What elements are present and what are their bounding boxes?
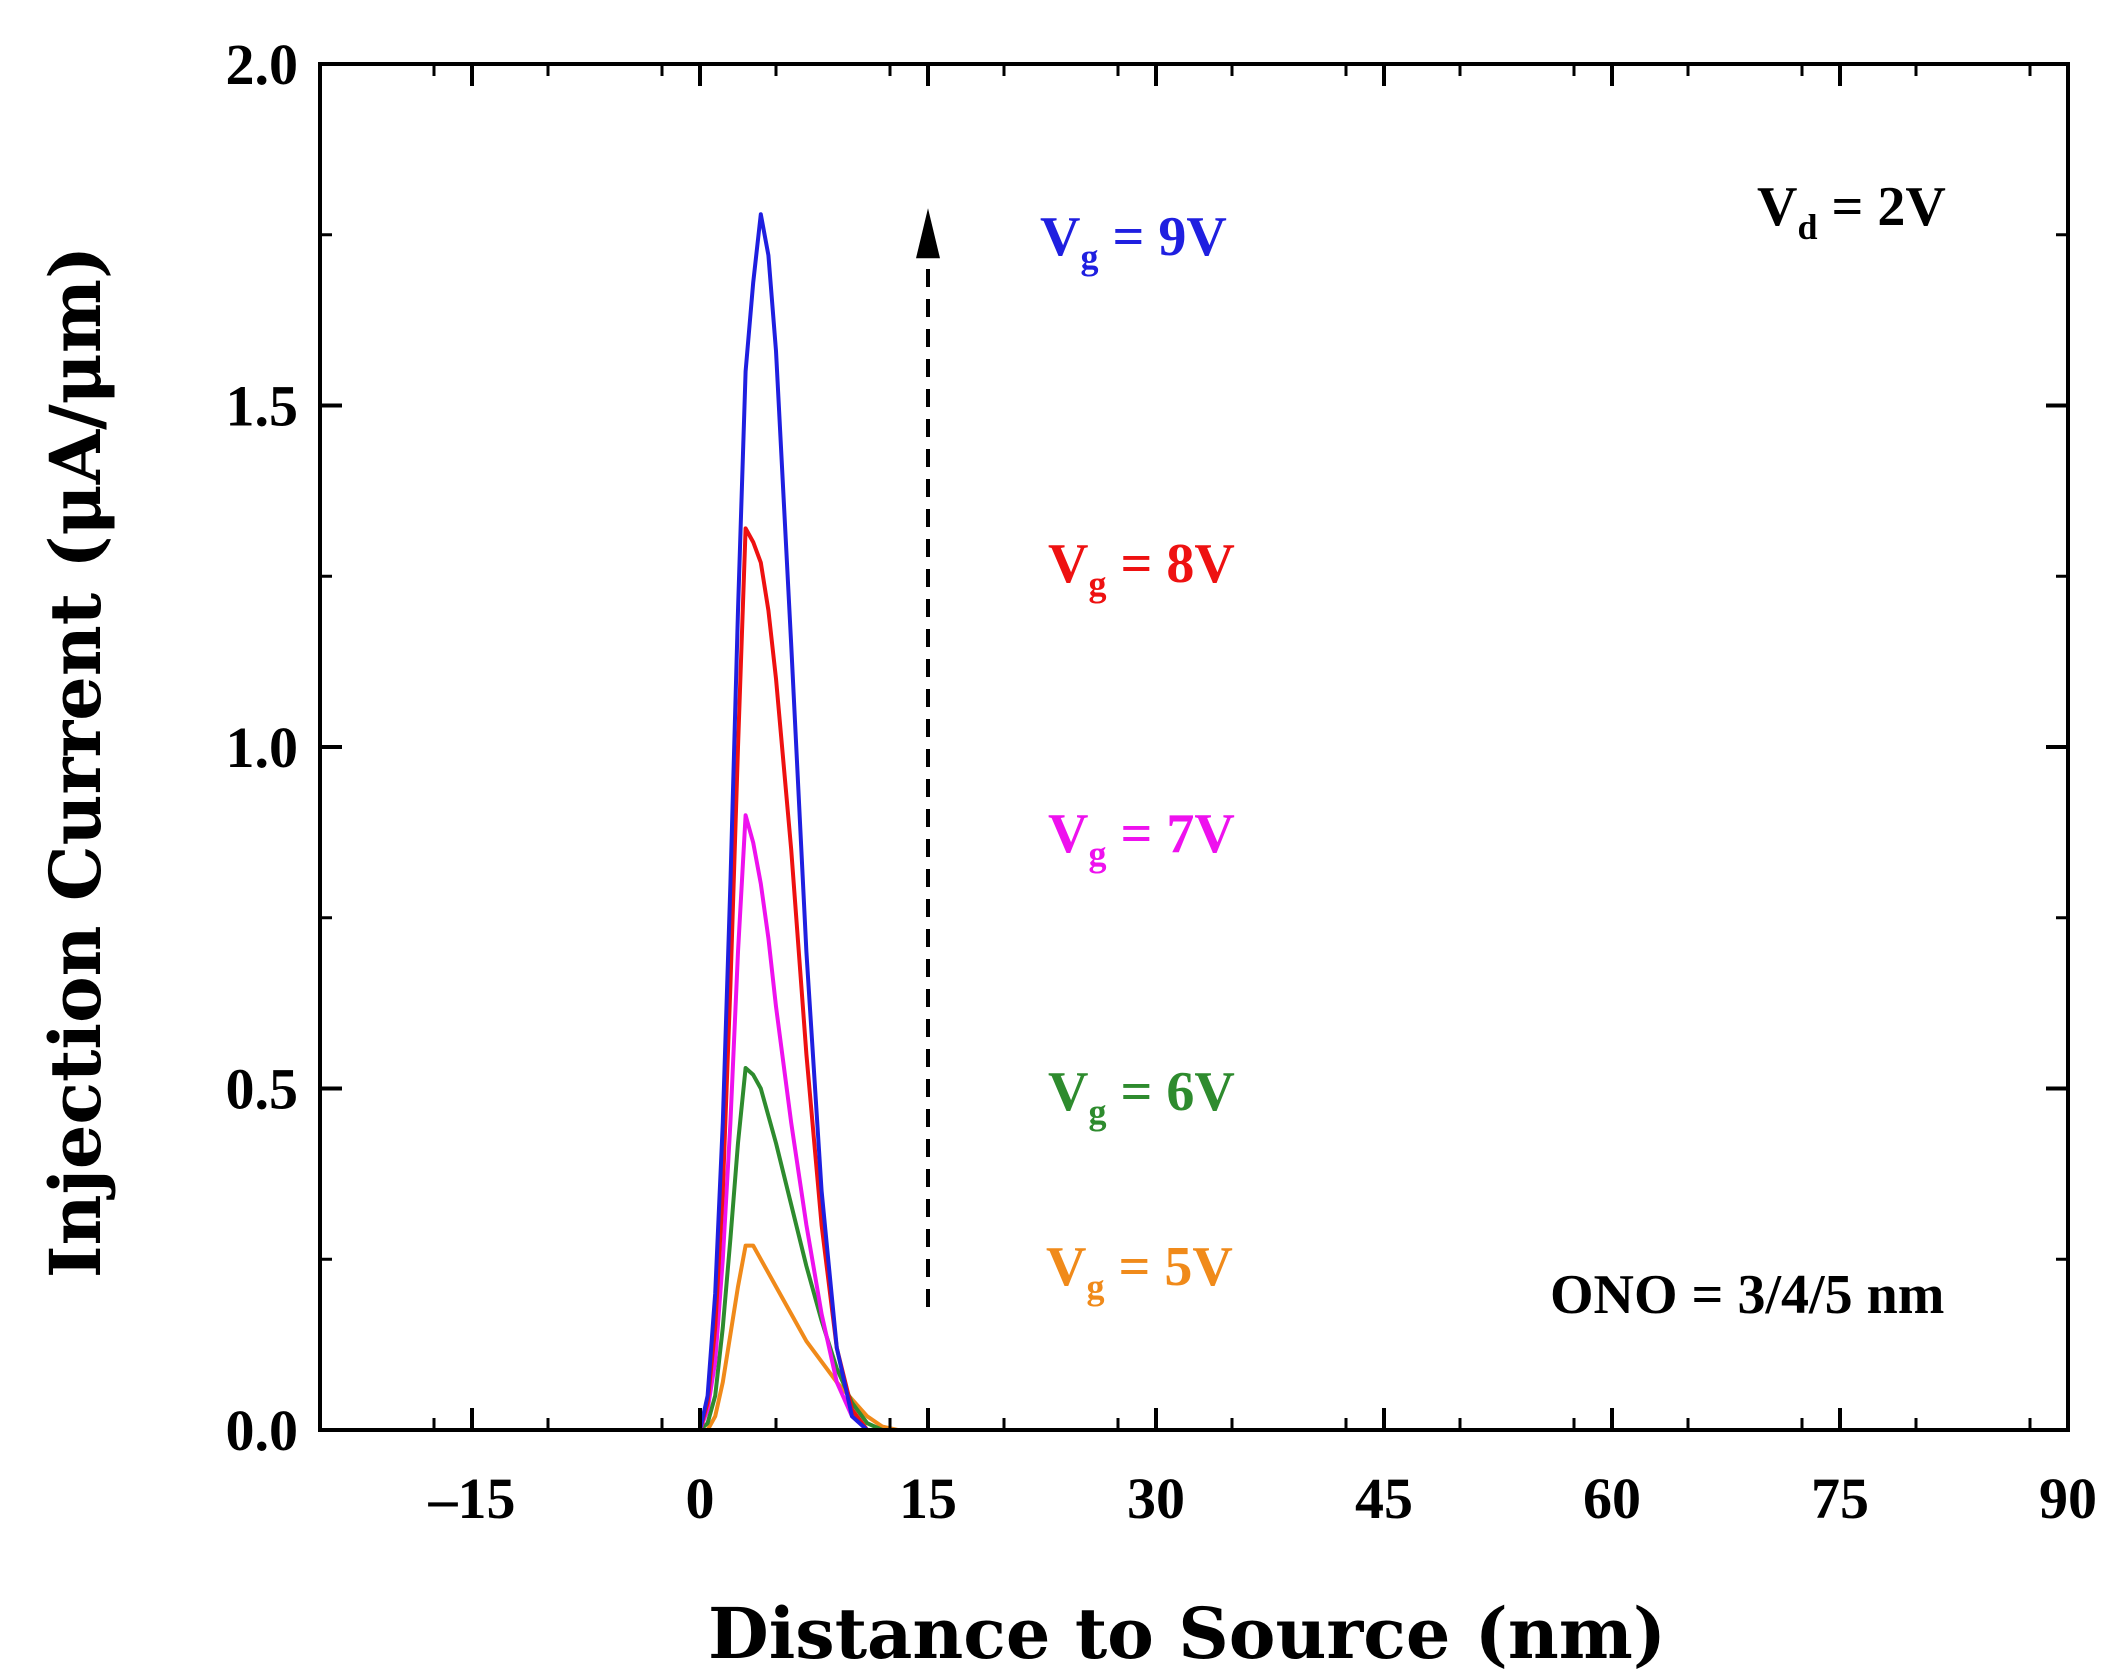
x-tick-label: 60 [1583,1466,1641,1531]
series-label: Vg = 9V [1040,206,1227,277]
x-tick-label: 45 [1355,1466,1413,1531]
series-label: Vg = 7V [1048,803,1235,874]
series-label: Vg = 6V [1048,1061,1235,1132]
vd-label: Vd = 2V [1757,176,1946,247]
y-tick-label: 0.0 [226,1398,299,1463]
arrow-head-icon [916,208,940,259]
x-tick-label: 0 [686,1466,715,1531]
x-tick-label: 90 [2039,1466,2097,1531]
axes-layer: –15 0 15 30 45 60 75 90 0.0 0.5 1.0 1.5 2.0 [226,32,2098,1531]
y-tick-label: 1.5 [226,374,299,439]
plot-frame [318,62,2070,1432]
y-tick-label: 0.5 [226,1057,299,1122]
x-tick-label: 75 [1811,1466,1869,1531]
series-layer [320,212,2068,1432]
series-label: Vg = 8V [1048,533,1235,604]
x-tick-label: 15 [899,1466,957,1531]
ono-label: ONO = 3/4/5 nm [1550,1264,1944,1326]
x-tick-label: 30 [1127,1466,1185,1531]
x-tick-label: –15 [428,1466,516,1531]
y-tick-label: 1.0 [226,715,299,780]
x-axis-title: Distance to Source (nm) [708,1592,1666,1675]
series-label: Vg = 5V [1046,1236,1233,1307]
y-tick-label: 2.0 [226,32,299,97]
y-axis-title: Injection Current (μA/μm) [34,246,117,1278]
series-line-vg-7v [320,813,2068,1432]
series-line-vg-5v [320,1243,2068,1432]
series-line-vg-9v [320,212,2068,1432]
annotation-layer: Vg = 9V Vg = 8V Vg = 7V Vg = 6V Vg = 5V Vd = … [916,176,1946,1326]
